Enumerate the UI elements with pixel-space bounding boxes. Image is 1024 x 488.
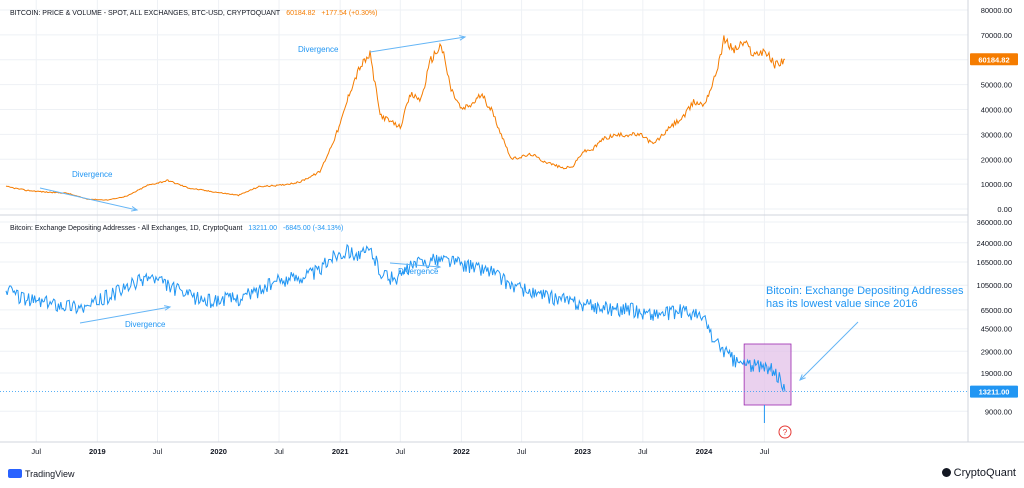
price-y-tick: 30000.00 [981, 130, 1012, 139]
price-y-tick: 10000.00 [981, 180, 1012, 189]
addresses-header: Bitcoin: Exchange Depositing Addresses -… [10, 225, 343, 232]
x-tick-label: 2022 [453, 447, 470, 456]
price-last-value: 60184.82 [286, 10, 316, 17]
addresses-y-tick: 29000.00 [981, 347, 1012, 356]
callout-text: Bitcoin: Exchange Depositing Addresses h… [766, 285, 964, 310]
annotation-arrows [39, 35, 859, 381]
question-marker: ? [778, 425, 792, 439]
addresses-y-tick: 19000.00 [981, 369, 1012, 378]
addresses-y-tick: 105000.00 [977, 281, 1012, 290]
arrow-line [799, 321, 859, 381]
price-badge: 60184.82 [978, 55, 1009, 64]
addresses-last-value: 13211.00 [248, 225, 277, 232]
x-tick-label: 2020 [210, 447, 227, 456]
arrow-head [799, 374, 806, 381]
arrow-line [389, 262, 441, 268]
addresses-y-tick: 165000.00 [977, 258, 1012, 267]
divergence-label: Divergence [398, 267, 439, 276]
arrow-head [459, 35, 467, 41]
price-change: +177.54 (+0.30%) [321, 10, 378, 17]
arrow-head [434, 263, 442, 270]
x-tick-label: 2024 [696, 447, 714, 456]
divergence-label: Divergence [72, 170, 113, 179]
x-tick-label: Jul [760, 447, 770, 456]
highlight-rect [743, 343, 792, 406]
x-axis-ticks: Jul 2019 Jul 2020 Jul 2021 Jul 2022 Jul 2023 Jul 20… [31, 447, 769, 456]
x-tick-label: Jul [274, 447, 284, 456]
cryptoquant-icon [941, 468, 951, 477]
tradingview-icon [8, 469, 22, 478]
x-tick-label: Jul [153, 447, 163, 456]
addresses-y-tick: 360000.00 [977, 218, 1012, 227]
price-y-tick: 40000.00 [981, 106, 1012, 115]
x-tick-label: 2021 [332, 447, 349, 456]
price-line [5, 35, 786, 201]
series-lines [0, 35, 968, 393]
price-header: BITCOIN: PRICE & VOLUME - SPOT, ALL EXCH… [10, 10, 377, 17]
arrow-head [131, 206, 139, 212]
addresses-line [5, 243, 786, 393]
addresses-y-tick: 240000.00 [977, 239, 1012, 248]
x-tick-label: 2023 [574, 447, 591, 456]
addresses-change: -6845.00 (-34.13%) [282, 225, 344, 232]
x-tick-label: Jul [517, 447, 527, 456]
arrow-head [164, 305, 172, 311]
addresses-badge: 13211.00 [979, 388, 1010, 397]
arrow-line [79, 306, 171, 324]
price-y-tick: 70000.00 [981, 31, 1012, 40]
last-value-badges: 60184.82 13211.00 [970, 53, 1018, 398]
price-y-tick: 80000.00 [981, 6, 1012, 15]
cryptoquant-label: CryptoQuant [953, 467, 1016, 479]
x-tick-label: Jul [31, 447, 41, 456]
x-tick-label: Jul [638, 447, 648, 456]
arrow-line [39, 187, 138, 211]
price-badge-bg [970, 53, 1018, 66]
addresses-y-tick: 65000.00 [981, 306, 1012, 315]
grid-lines [0, 0, 968, 442]
price-y-tick: 0.00 [997, 205, 1012, 214]
x-tick-label: 2019 [89, 447, 106, 456]
divergence-label: Divergence [125, 320, 166, 329]
tradingview-label: TradingView [25, 469, 75, 479]
price-title: BITCOIN: PRICE & VOLUME - SPOT, ALL EXCH… [10, 10, 281, 17]
price-y-tick: 20000.00 [981, 155, 1012, 164]
addresses-y-tick: 45000.00 [981, 325, 1012, 334]
cryptoquant-logo: CryptoQuant [941, 467, 1016, 479]
addresses-badge-bg [970, 385, 1018, 398]
marker-label: ? [783, 428, 788, 437]
y-axis-ticks: 0.00 10000.00 20000.00 30000.00 40000.00 5000… [977, 6, 1012, 416]
divergence-labels: Divergence Divergence Divergence Diverge… [72, 45, 439, 329]
x-tick-label: Jul [396, 447, 406, 456]
addresses-title: Bitcoin: Exchange Depositing Addresses -… [10, 225, 243, 232]
price-y-tick: 50000.00 [981, 81, 1012, 90]
addresses-y-tick: 9000.00 [985, 407, 1012, 416]
marker-circle [778, 425, 792, 439]
tradingview-logo[interactable]: TradingView [8, 469, 75, 479]
divergence-label: Divergence [298, 45, 339, 54]
highlight-box [743, 343, 792, 423]
arrow-line [369, 36, 466, 53]
